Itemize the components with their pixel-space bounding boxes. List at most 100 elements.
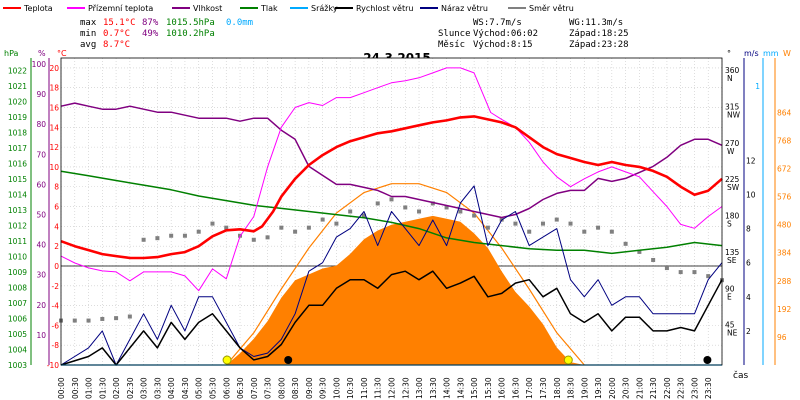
pressure-tick: 1021 [8, 82, 27, 91]
pressure-tick: 1009 [8, 268, 27, 277]
wind-direction-point [568, 221, 573, 226]
wind-direction-point [678, 270, 683, 275]
wind-direction-point [651, 257, 656, 262]
humidity-tick: 100 [32, 60, 47, 69]
time-tick: 04:00 [167, 377, 176, 399]
pressure-tick: 1003 [8, 361, 27, 370]
humidity-tick: 50 [36, 211, 46, 220]
wind-dir-tick: 360 [725, 66, 740, 75]
wind-speed-tick: 8 [746, 225, 751, 234]
solar-tick: 384 [777, 249, 792, 258]
wind-dir-label: W [727, 147, 735, 156]
time-tick: 07:30 [264, 377, 273, 399]
wind-direction-point [100, 316, 105, 321]
humidity-tick: 80 [36, 120, 46, 129]
time-tick: 18:30 [567, 377, 576, 399]
temperature-tick: -8 [52, 341, 60, 350]
wind-direction-point [706, 274, 711, 279]
legend-label: Teplota [23, 4, 53, 13]
series-line-vlhkost [60, 102, 723, 219]
wind-direction-point [348, 209, 353, 214]
time-tick: 20:00 [608, 377, 617, 399]
time-tick: 11:30 [374, 377, 383, 399]
pressure-tick: 1014 [8, 190, 27, 199]
wind-direction-point [458, 209, 463, 214]
stats-avg-temp: 8.7°C [103, 40, 130, 50]
solar-tick: 192 [777, 305, 792, 314]
wind-dir-label: N [727, 74, 733, 83]
temperature-tick: -2 [52, 282, 60, 291]
wind-dir-label: SE [727, 256, 737, 265]
time-tick: 08:00 [277, 377, 286, 399]
solar-tick: 96 [777, 333, 787, 342]
wind-speed-tick: 2 [746, 327, 751, 336]
unit-pct: % [38, 49, 46, 58]
stats-max-hum: 87% [142, 18, 159, 28]
temperature-tick: 6 [54, 203, 59, 212]
time-tick: 16:30 [511, 377, 520, 399]
stats-max-press: 1015.5hPa [166, 18, 215, 28]
wind-direction-point [127, 314, 132, 319]
wind-direction-point [169, 233, 174, 238]
series-line-přízemní-teplota [60, 67, 723, 292]
stats-min-press: 1010.2hPa [166, 29, 215, 39]
moon-marker [703, 356, 712, 364]
wind-direction-point [182, 233, 187, 238]
wind-direction-point [527, 229, 532, 234]
wind-direction-point [623, 241, 628, 246]
wind-direction-point [141, 237, 146, 242]
wind-speed-tick: 6 [746, 259, 751, 268]
pressure-tick: 1006 [8, 314, 27, 323]
pressure-tick: 1010 [8, 252, 27, 261]
wind-dir-tick: 135 [725, 248, 740, 257]
time-tick: 09:30 [319, 377, 328, 399]
time-tick: 02:00 [112, 377, 121, 399]
stats-min-hum: 49% [142, 29, 159, 39]
solar-tick: 576 [777, 193, 792, 202]
wind-direction-point [293, 229, 298, 234]
temperature-tick: 18 [49, 84, 59, 93]
stats-block: max 15.1°C 87% 1015.5hPa 0.0mm min 0.7°C… [80, 18, 629, 50]
wind-direction-point [609, 229, 614, 234]
temperature-tick: 4 [54, 222, 59, 231]
time-tick: 13:30 [429, 377, 438, 399]
pressure-tick: 1017 [8, 144, 27, 153]
temperature-tick: 12 [49, 143, 59, 152]
sun-marker [563, 355, 573, 365]
temperature-tick: -10 [47, 361, 59, 370]
wind-dir-label: NW [727, 111, 741, 120]
stats-max-label: max [80, 18, 97, 28]
wind-dir-label: SW [727, 183, 740, 192]
legend-label: Tlak [260, 4, 278, 13]
legend-label: Vlhkost [193, 4, 222, 13]
plot-area [59, 58, 724, 366]
unit-ms: m/s [744, 49, 759, 58]
time-tick: 00:30 [71, 377, 80, 399]
time-tick: 09:00 [305, 377, 314, 399]
time-tick: 12:00 [388, 377, 397, 399]
time-tick: 13:00 [415, 377, 424, 399]
time-tick: 06:30 [236, 377, 245, 399]
time-tick: 17:00 [525, 377, 534, 399]
plot-frame [60, 57, 723, 366]
wind-dir-tick: 315 [725, 103, 740, 112]
wind-direction-point [692, 270, 697, 275]
stats-min-label: min [80, 29, 96, 39]
time-tick: 21:30 [649, 377, 658, 399]
stats-avg-label: avg [80, 40, 96, 50]
humidity-tick: 10 [36, 331, 46, 340]
pressure-tick: 1020 [8, 97, 27, 106]
wind-dir-tick: 225 [725, 175, 740, 184]
wind-direction-point [210, 221, 215, 226]
series-line-rychlost-větru [60, 270, 723, 366]
legend-label: Srážky [311, 4, 338, 13]
wind-dir-tick: 180 [725, 212, 740, 221]
stats-max-rain: 0.0mm [226, 18, 253, 28]
unit-w: W [783, 49, 791, 58]
wind-wg: WG:11.3m/s [569, 18, 623, 28]
pressure-tick: 1004 [8, 345, 27, 354]
time-tick: 15:00 [470, 377, 479, 399]
wind-direction-point [196, 229, 201, 234]
time-tick: 08:30 [291, 377, 300, 399]
